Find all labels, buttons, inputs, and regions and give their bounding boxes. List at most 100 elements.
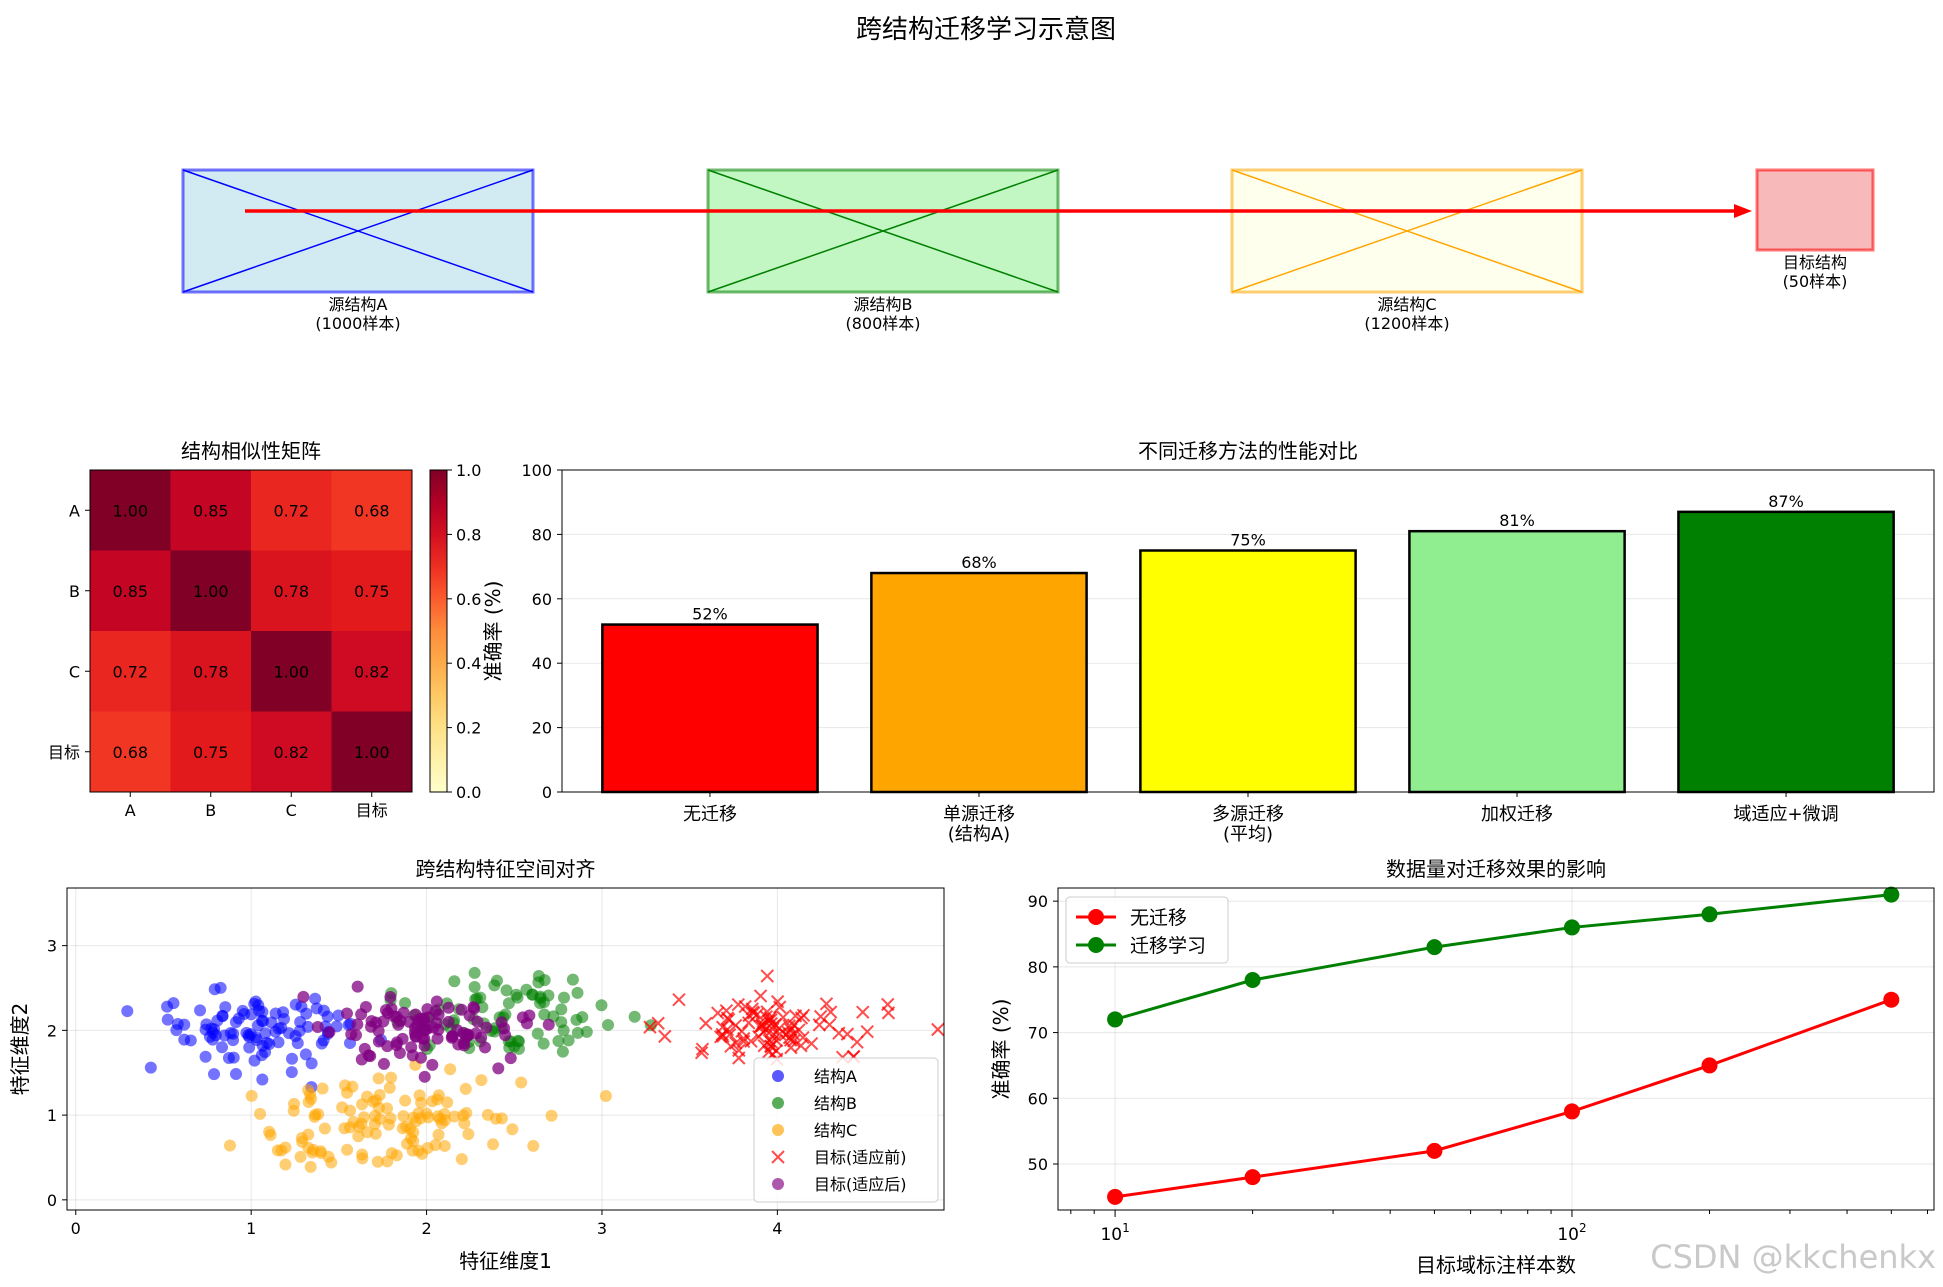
heatmap-value: 0.78 — [193, 662, 229, 681]
scatter-point — [531, 1027, 544, 1040]
scatter-point — [340, 1007, 353, 1020]
scatter-point — [429, 1139, 442, 1152]
scatter-point — [372, 1024, 385, 1037]
heatmap-value: 0.72 — [112, 662, 148, 681]
scatter-point — [442, 1001, 455, 1014]
scatter-point — [323, 1026, 336, 1039]
scatter-point — [796, 1030, 810, 1045]
scatter-point — [502, 997, 515, 1010]
heatmap-cell — [251, 711, 332, 793]
scatter-point — [468, 1002, 481, 1015]
x-axis-label: 目标域标注样本数 — [1416, 1253, 1576, 1277]
plot-frame — [561, 469, 1935, 793]
scatter-point — [448, 1110, 461, 1123]
legend-label: 目标(适应后) — [814, 1175, 907, 1194]
series-point — [1701, 906, 1718, 923]
heatmap-cell — [90, 550, 171, 632]
scatter-point — [144, 1061, 157, 1074]
scatter-point — [628, 1010, 641, 1023]
plot-frame — [1057, 887, 1935, 1211]
scatter-point — [566, 973, 579, 986]
plot-frame — [66, 887, 945, 1211]
scatter-point — [537, 1037, 550, 1050]
scatter-point — [372, 1035, 385, 1048]
x-tick-label: 单源迁移 — [943, 804, 1015, 825]
scatter-point — [351, 1018, 364, 1031]
box-diagonal — [182, 169, 534, 293]
scatter-point — [444, 1063, 457, 1076]
colorbar-tick-label: 0.8 — [456, 525, 481, 544]
scatter-point — [457, 1109, 470, 1122]
scatter-point — [297, 990, 310, 1003]
scatter-point — [184, 1034, 197, 1047]
scatter-point — [232, 1012, 245, 1025]
scatter-point — [768, 1017, 782, 1032]
y-axis-label: 特征维度2 — [8, 1003, 32, 1096]
scatter-point — [515, 1076, 528, 1089]
legend-marker — [1088, 937, 1104, 953]
figure-title: 跨结构迁移学习示意图 — [856, 15, 1116, 45]
heatmap-value: 1.00 — [273, 662, 309, 681]
line-chart-title: 数据量对迁移效果的影响 — [1386, 857, 1606, 881]
heatmap-value: 0.85 — [193, 501, 229, 520]
scatter-point — [504, 1052, 517, 1065]
series-point — [1107, 1188, 1124, 1205]
legend-marker — [772, 1178, 784, 1190]
legend-marker — [772, 1097, 784, 1109]
colorbar-tick-label: 0.0 — [456, 783, 481, 802]
scatter-point — [794, 1039, 808, 1053]
heatmap-value: 0.68 — [112, 743, 148, 762]
scatter-point — [782, 1030, 797, 1045]
y-tick-label: 90 — [1028, 892, 1048, 911]
bar-chart-panel: 不同迁移方法的性能对比 0 20 40 60 80 100 52% 无迁移 68% 单源迁移(结构A… — [481, 439, 1935, 845]
scatter-title: 跨结构特征空间对齐 — [416, 857, 596, 881]
bar — [1139, 549, 1357, 794]
scatter-point — [300, 1007, 313, 1020]
scatter-point — [307, 1143, 320, 1156]
x-tick-label: 域适应+微调 — [1733, 804, 1838, 825]
scatter-point — [311, 1020, 324, 1033]
scatter-point — [441, 1096, 454, 1109]
series-point — [1563, 1103, 1580, 1120]
scatter-point — [310, 1002, 323, 1015]
scatter-point — [399, 997, 412, 1010]
scatter-point — [432, 1128, 445, 1141]
scatter-point — [860, 1024, 874, 1039]
scatter-point — [455, 1003, 468, 1016]
x-tick-label: 加权迁移 — [1481, 804, 1553, 825]
bar-value-label: 68% — [961, 553, 997, 572]
bar-value-label: 87% — [1768, 492, 1804, 511]
series-point — [1107, 1011, 1124, 1028]
scatter-point — [371, 1155, 384, 1168]
x-tick-label: 4 — [772, 1219, 782, 1238]
scatter-point — [500, 984, 513, 997]
scatter-point — [753, 989, 768, 1003]
colorbar-tick-label: 0.4 — [456, 654, 481, 673]
scatter-point — [711, 1006, 725, 1020]
x-tick-label: 3 — [597, 1219, 607, 1238]
scatter-point — [216, 1009, 229, 1022]
scatter-point — [243, 1041, 256, 1054]
scatter-point — [245, 1089, 258, 1102]
scatter-point — [199, 1050, 212, 1063]
scatter-point — [545, 1109, 558, 1122]
legend-box — [753, 1057, 939, 1203]
scatter-point — [209, 1029, 222, 1042]
box-label: 源结构B — [854, 295, 913, 314]
scatter-point — [216, 1041, 229, 1054]
legend-marker — [772, 1124, 784, 1136]
scatter-point — [438, 1139, 451, 1152]
scatter-point — [651, 1016, 665, 1030]
scatter-panel: 跨结构特征空间对齐 0 1 2 3 4 0 1 2 3 结构A 结构B 结构C 目标(适应前) 目标(适应后… — [8, 857, 945, 1273]
line-chart-panel: 数据量对迁移效果的影响 101 102 50 60 70 80 90 无迁移迁移学习目标域标注样… — [989, 857, 1935, 1277]
scatter-point — [412, 1014, 425, 1027]
scatter-point — [161, 1013, 174, 1026]
scatter-point — [881, 997, 895, 1012]
x-tick-label: 102 — [1557, 1221, 1586, 1245]
box-diagonal — [1231, 169, 1583, 293]
bar-value-label: 52% — [692, 605, 728, 624]
scatter-point — [526, 988, 539, 1001]
scatter-point — [384, 990, 397, 1003]
box-sample-count: (50样本) — [1783, 272, 1848, 291]
scatter-point — [229, 1068, 242, 1081]
